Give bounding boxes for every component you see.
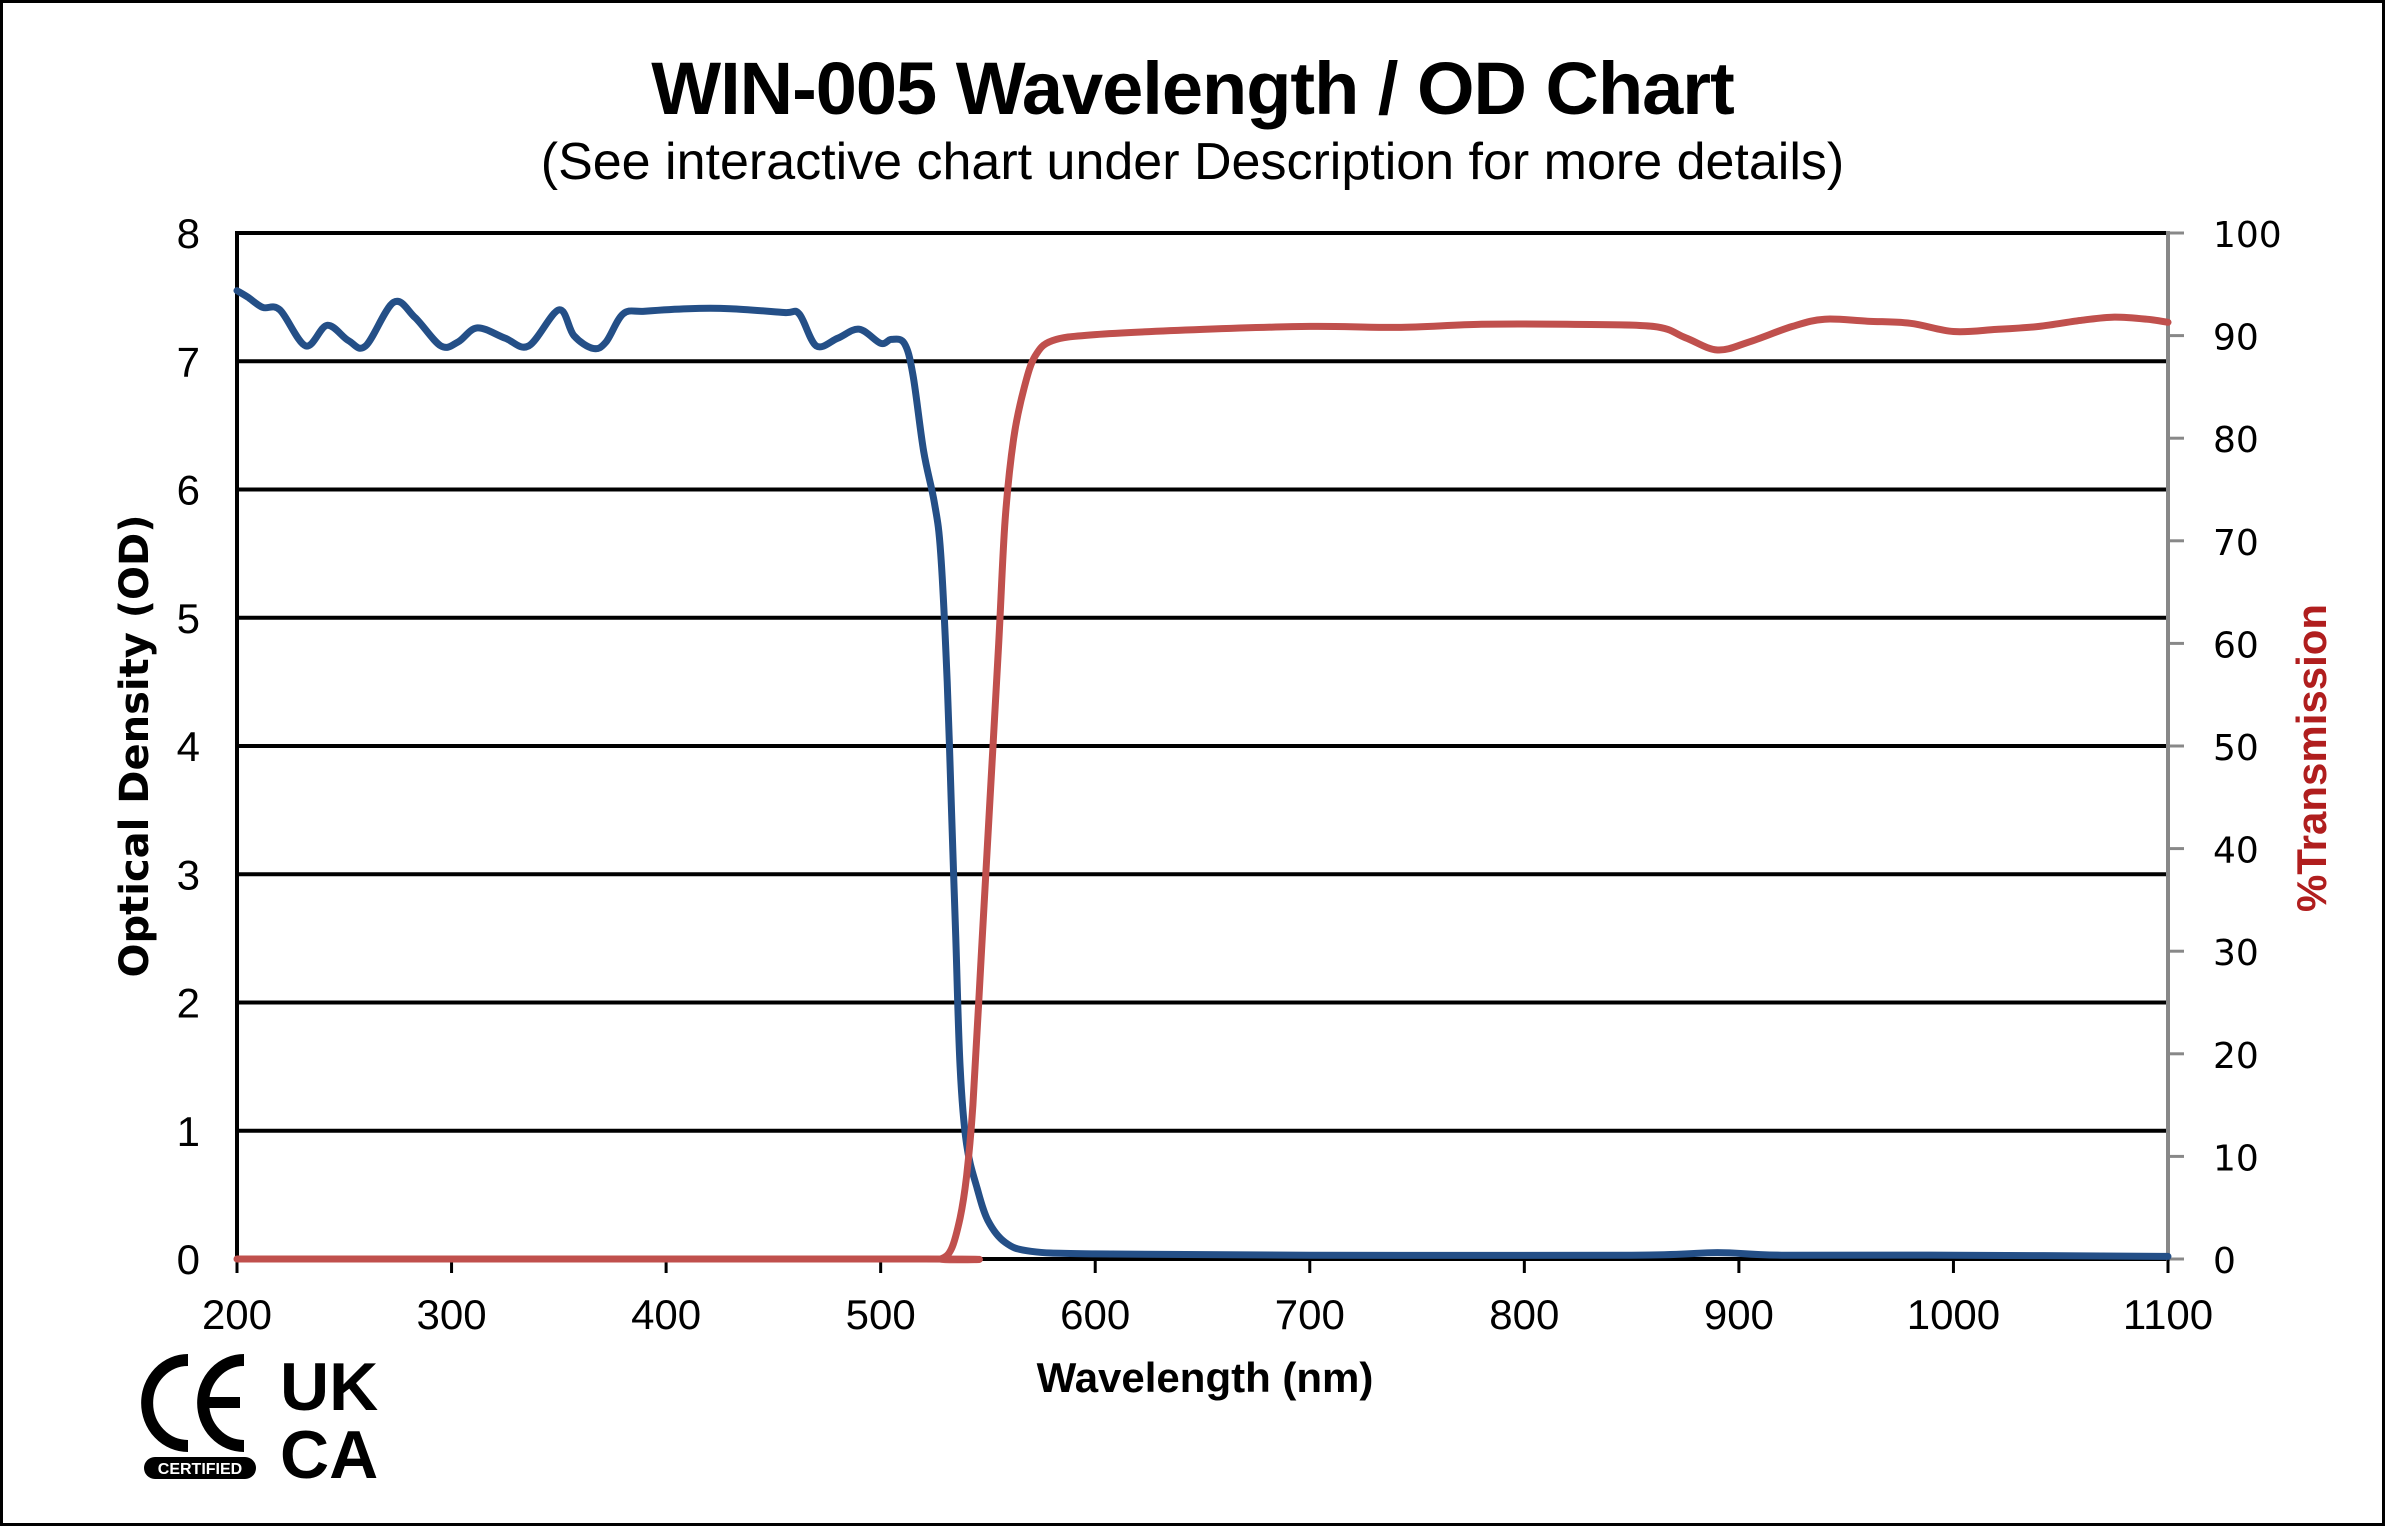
x-tick-label: 900 [1704, 1291, 1774, 1338]
x-tick-label: 400 [631, 1291, 701, 1338]
x-tick-label: 1100 [2123, 1291, 2213, 1338]
chart-title: WIN-005 Wavelength / OD Chart [651, 47, 1735, 130]
y-tick-label: 7 [177, 338, 200, 385]
series-line-transmission [233, 313, 2172, 1264]
y-tick-label: 1 [177, 1108, 200, 1155]
series-line-optical-density [233, 287, 2172, 1260]
y2-tick-label: 10 [2213, 1138, 2259, 1179]
series-lines [233, 287, 2172, 1264]
ukca-line-2: CA [280, 1417, 378, 1482]
y-tick-label: 6 [177, 467, 200, 514]
axes [235, 231, 2184, 1273]
y-tick-label: 8 [177, 210, 200, 257]
y2-tick-label: 60 [2213, 625, 2259, 666]
y2-tick-label: 80 [2213, 420, 2259, 461]
ukca-mark-icon: UK CA [280, 1352, 378, 1482]
x-tick-label: 600 [1060, 1291, 1130, 1338]
y2-tick-label: 90 [2213, 318, 2259, 359]
y2-axis-label: %Transmission [2288, 604, 2335, 912]
y2-tick-label: 100 [2213, 215, 2282, 256]
y-tick-label: 2 [177, 980, 200, 1027]
ce-ukca-logo: CERTIFIED UK CA [141, 1352, 378, 1482]
chart-subtitle: (See interactive chart under Description… [540, 133, 1845, 191]
y2-tick-label: 40 [2213, 831, 2259, 872]
x-tick-label: 1000 [1907, 1291, 2000, 1338]
y-tick-label: 3 [177, 851, 200, 898]
x-axis-label: Wavelength (nm) [1037, 1354, 1374, 1401]
y2-tick-label: 0 [2213, 1241, 2236, 1282]
y-tick-label: 0 [177, 1236, 200, 1283]
x-tick-label: 500 [846, 1291, 916, 1338]
y2-tick-label: 30 [2213, 933, 2259, 974]
y2-tick-label: 70 [2213, 523, 2259, 564]
y-tick-label: 4 [177, 723, 200, 770]
y2-tick-label: 20 [2213, 1036, 2259, 1077]
y-tick-label: 5 [177, 595, 200, 642]
x-tick-label: 700 [1275, 1291, 1345, 1338]
ce-certified-badge: CERTIFIED [158, 1461, 242, 1478]
x-tick-label: 800 [1489, 1291, 1559, 1338]
gridlines [237, 231, 2168, 1133]
x-tick-label: 300 [417, 1291, 487, 1338]
y-axis-label: Optical Density (OD) [112, 514, 158, 977]
x-tick-label: 200 [202, 1291, 272, 1338]
ukca-line-1: UK [280, 1352, 378, 1425]
y2-tick-label: 50 [2213, 728, 2259, 769]
ce-mark-icon: CERTIFIED [141, 1354, 256, 1479]
